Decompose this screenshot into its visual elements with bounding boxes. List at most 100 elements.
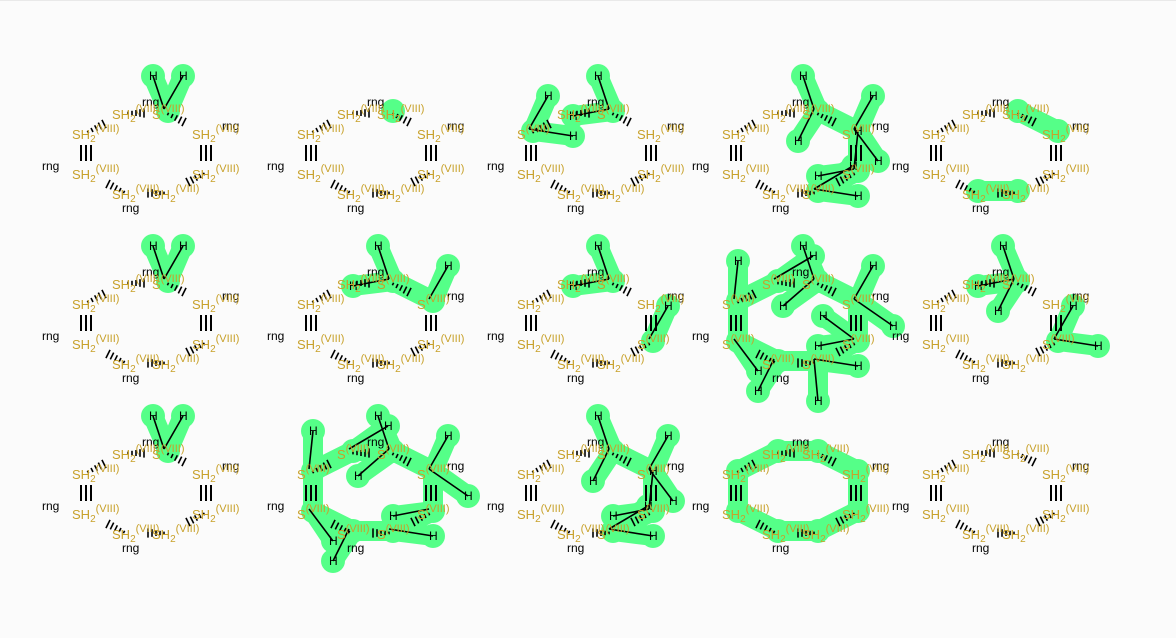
molecule-12-h-bond-8	[348, 425, 389, 450]
molecule-12-h-bond-10	[428, 468, 469, 497]
molecule-14-hash-bond-7-stroke	[751, 459, 757, 469]
molecule-3-hash-bond-1-stroke	[626, 117, 632, 127]
molecule-2-hash-bond-5	[330, 179, 351, 194]
molecule-13-sulfur-5: SH2(VIII)	[557, 523, 604, 545]
molecule-7-sulfur-3-oxidation: (VIII)	[441, 333, 465, 345]
molecule-8-ring-label-8: rng	[587, 265, 604, 279]
molecule-6-hash-bond-3-stroke	[185, 347, 191, 357]
molecule-10-hash-bond-7-stroke	[943, 294, 949, 302]
molecule-4-hash-bond-7-stroke	[743, 124, 749, 132]
molecule-7-hash-bond-3-stroke	[427, 342, 431, 346]
molecule-2-sulfur-3-symbol: SH	[417, 167, 435, 182]
molecule-12-sulfur-2: S(VIII)	[417, 463, 450, 482]
molecule-10-sulfur-3-oxidation: (VIII)	[1051, 333, 1075, 345]
molecule-1-ring-label-8: rng	[142, 95, 159, 109]
molecule-10-sulfur-1-symbol: S	[1002, 277, 1011, 292]
molecule-15-sulfur-8-subscript: 2	[980, 454, 986, 465]
molecule-5-sulfur-7-symbol: SH	[922, 127, 940, 142]
molecule-12-hydrogen-10: H	[464, 489, 473, 503]
molecule-11-sulfur-1-symbol: S	[152, 447, 161, 462]
molecule-2-sulfur-7: SH2(VIII)	[297, 123, 344, 145]
molecule-2-hash-bond-7	[311, 119, 332, 134]
molecule-15-hash-bond-5	[955, 519, 976, 534]
molecule-10-sulfur-8-subscript: 2	[980, 284, 986, 295]
molecule-5-hash-bond-7-stroke	[947, 122, 953, 130]
molecule-15-hash-bond-7-stroke	[947, 462, 953, 470]
molecule-15-sulfur-4: SH2(VIII)	[1002, 523, 1049, 545]
molecule-12-hydrogen-2: H	[444, 429, 453, 443]
molecule-10-sulfur-4-subscript: 2	[1020, 364, 1026, 375]
molecule-4-hash-bond-7-stroke	[747, 122, 753, 130]
molecule-11-hash-bond-7-stroke	[86, 470, 90, 474]
molecule-1-sulfur-4-subscript: 2	[170, 194, 176, 205]
molecule-11-hash-bond-1-stroke	[181, 457, 187, 467]
molecule-4-sulfur-7-symbol: SH	[722, 127, 740, 142]
molecule-5-hash-bond-7-stroke	[951, 119, 957, 129]
molecule-7-hash-bond-3-stroke	[414, 346, 420, 354]
molecule-15-ring-label-8: rng	[992, 435, 1009, 449]
molecule-7-sulfur-5: SH2(VIII)	[337, 353, 384, 375]
molecule-8-hydrogen-3: H	[569, 279, 578, 293]
molecule-10-sulfur-2-symbol: SH	[1042, 297, 1060, 312]
molecule-8-sulfur-3-oxidation: (VIII)	[646, 333, 670, 345]
molecule-1-sulfur-4: SH2(VIII)	[152, 183, 199, 205]
molecule-6-sulfur-8-symbol: SH	[112, 277, 130, 292]
molecule-12-hydrogen-4: H	[429, 529, 438, 543]
molecule-2-sulfur-5-symbol: SH	[337, 187, 355, 202]
molecule-4-sulfur-6-oxidation: (VIII)	[746, 163, 770, 175]
molecule-8-sulfur-5-subscript: 2	[575, 364, 581, 375]
molecule-4-hash-bond-8	[777, 108, 795, 118]
molecule-9-hydrogen-6: H	[754, 364, 763, 378]
molecule-3-sulfur-8-subscript: 2	[575, 114, 581, 125]
molecule-12-hash-bond-8	[352, 448, 370, 458]
molecule-3-triple-bond-2	[645, 145, 657, 161]
molecule-13-hash-bond-5-stroke	[563, 527, 567, 533]
molecule-5-sulfur-6-subscript: 2	[940, 174, 946, 185]
molecule-13-sulfur-2-oxidation: (VIII)	[646, 463, 670, 475]
molecule-12-hash-bond-3-stroke	[418, 514, 424, 522]
molecule-7-sulfur-4-symbol: SH	[377, 357, 395, 372]
molecule-8-h-bond-2	[648, 305, 669, 340]
molecule-10-hash-bond-5-stroke	[959, 352, 965, 360]
molecule-15-sulfur-2-oxidation: (VIII)	[1066, 463, 1090, 475]
molecule-7-sulfur-5-oxidation: (VIII)	[361, 353, 385, 365]
molecule-14-sulfur-1-subscript: 2	[820, 454, 826, 465]
molecule-6-hash-bond-7-stroke	[90, 297, 94, 303]
molecule-14-hash-bond-5-stroke	[755, 519, 761, 529]
molecule-4-hash-bond-3-stroke	[843, 174, 849, 182]
molecule-3-sulfur-2: SH2(VIII)	[637, 123, 684, 145]
molecule-10-hash-bond-1-stroke	[1031, 287, 1037, 297]
molecule-6-sulfur-2-oxidation: (VIII)	[216, 293, 240, 305]
molecule-6-hash-bond-3-stroke	[198, 343, 202, 349]
molecule-13-sulfur-2: S(VIII)	[637, 463, 670, 482]
molecule-3-ring-label-8: rng	[587, 95, 604, 109]
molecule-7-sulfur-6-oxidation: (VIII)	[321, 333, 345, 345]
molecule-9-h-bond-8	[773, 255, 814, 280]
molecule-4-hash-bond-5-stroke	[768, 187, 772, 193]
molecule-5-hash-bond-4	[997, 188, 1015, 198]
molecule-3-sulfur-2-subscript: 2	[655, 134, 661, 145]
molecule-11-hash-bond-3-stroke	[198, 513, 202, 519]
molecule-4-h-bond-5	[797, 108, 815, 142]
molecule-1-sulfur-3-oxidation: (VIII)	[216, 163, 240, 175]
molecule-7-hash-bond-3-stroke	[418, 344, 424, 352]
molecule-15-sulfur-8-symbol: SH	[962, 447, 980, 462]
molecule-15-sulfur-3-subscript: 2	[1060, 514, 1066, 525]
molecule-1-hash-bond-1-stroke	[166, 112, 170, 116]
molecule-9-h-bond-1	[802, 245, 815, 280]
molecule-3-sulfur-5-subscript: 2	[575, 194, 581, 205]
molecule-13-hash-bond-7-stroke	[546, 459, 552, 469]
molecule-15-hash-bond-1-stroke	[1031, 457, 1037, 467]
molecule-7-hash-bond-1-stroke	[395, 283, 399, 289]
molecule-9-hash-bond-5-stroke	[768, 357, 772, 363]
molecule-11-hash-bond-3-stroke	[202, 512, 206, 516]
molecule-1-sulfur-5-oxidation: (VIII)	[136, 183, 160, 195]
molecule-15-ring-label-4: rng	[972, 541, 989, 555]
molecule-5-sulfur-7-oxidation: (VIII)	[946, 123, 970, 135]
molecule-6-hash-bond-1-stroke	[166, 282, 170, 286]
molecule-5-sulfur-1-symbol: SH	[1002, 107, 1020, 122]
molecule-2-sulfur-6: SH2(VIII)	[297, 163, 344, 185]
molecule-3-sulfur-2-symbol: SH	[637, 127, 655, 142]
molecule-12-sulfur-3-oxidation: (VIII)	[426, 503, 450, 515]
molecule-8-hash-bond-3-stroke	[634, 346, 640, 354]
